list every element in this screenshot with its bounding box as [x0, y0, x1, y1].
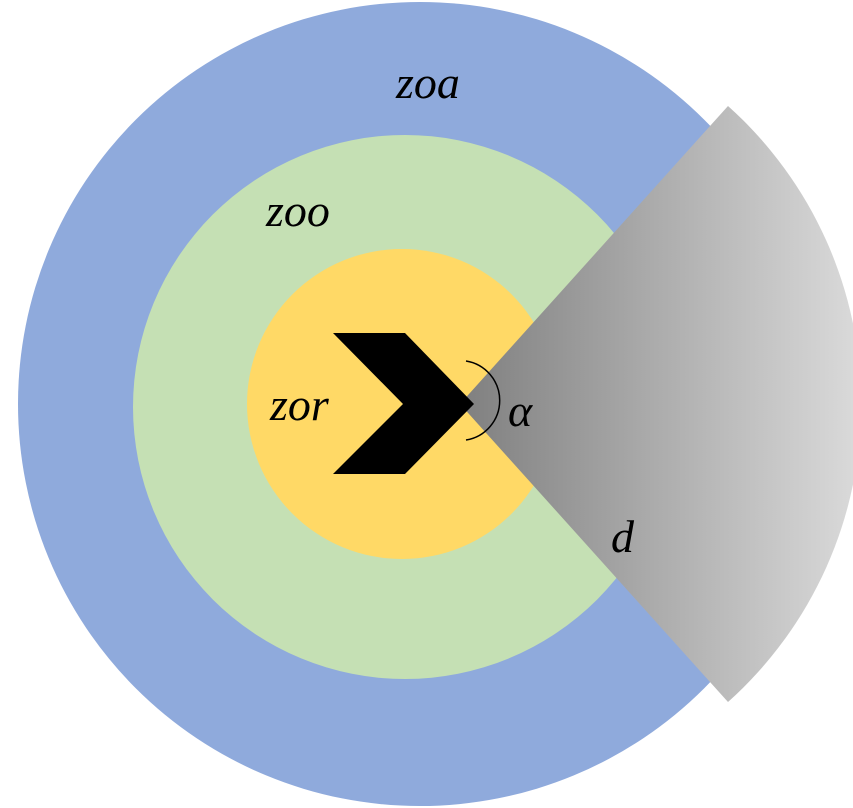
label-angle-alpha: α [508, 385, 533, 436]
agent-arrow [333, 333, 474, 474]
label-zoo: zoo [265, 185, 330, 236]
zone-of-repulsion [247, 249, 557, 559]
label-zoa: zoa [395, 57, 460, 108]
label-distance-d: d [611, 511, 635, 562]
angle-arc [465, 360, 501, 441]
label-zor: zor [269, 379, 330, 430]
perception-sector [460, 106, 853, 702]
